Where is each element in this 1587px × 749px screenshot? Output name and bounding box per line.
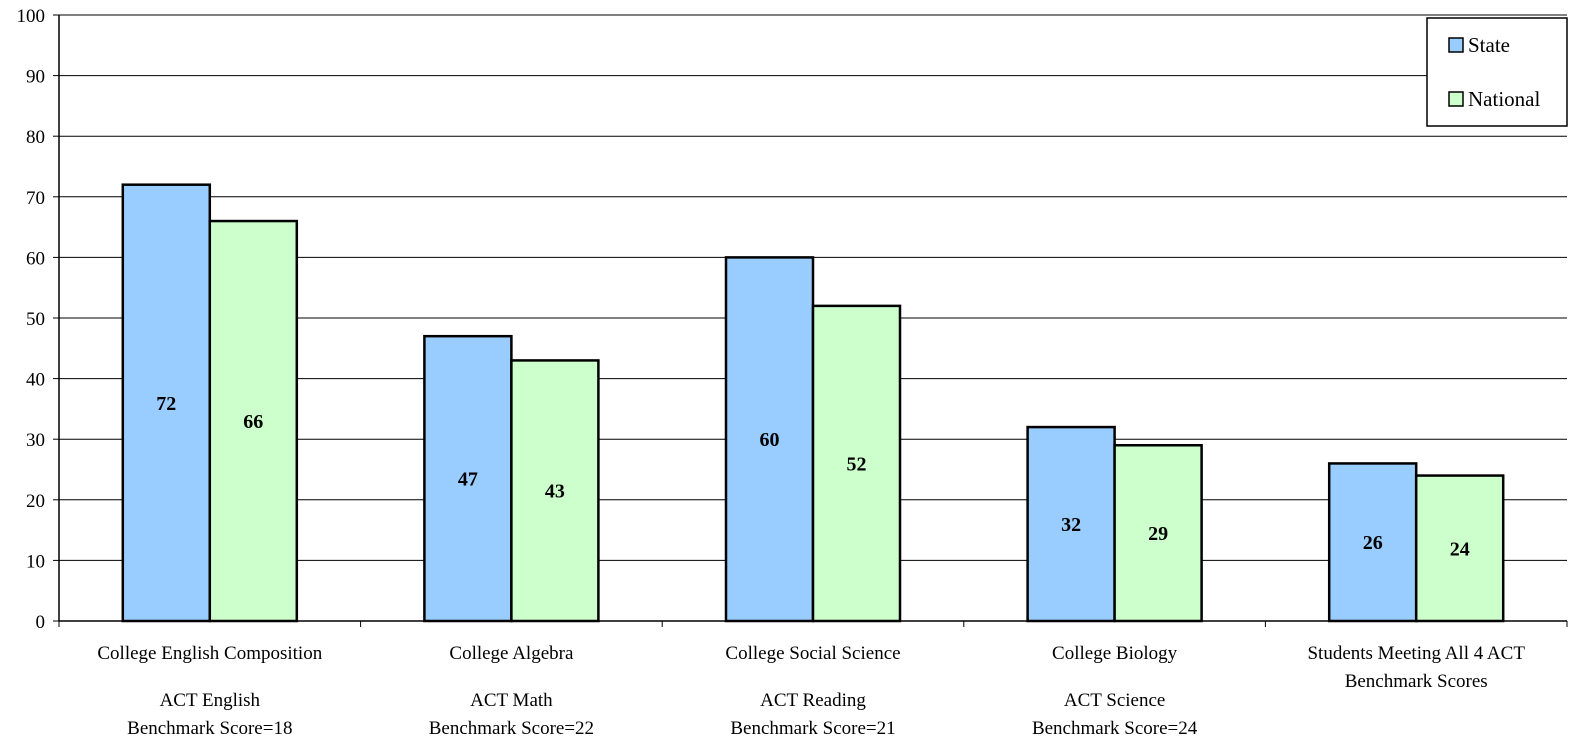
- category-label: College Biology: [1052, 643, 1178, 664]
- category-label: Benchmark Scores: [1345, 671, 1488, 692]
- category-label: College Social Science: [725, 643, 900, 664]
- category-labels: College English Composition ACT English Be…: [97, 643, 1525, 739]
- data-label: 60: [760, 429, 780, 451]
- data-label: 26: [1363, 532, 1383, 554]
- y-tick-label: 10: [26, 551, 45, 572]
- bar-national: [208, 219, 299, 623]
- bar-national: [510, 359, 600, 623]
- legend-label-state: State: [1468, 33, 1510, 57]
- bars: [121, 183, 1505, 623]
- y-tick-label: 50: [26, 309, 45, 330]
- y-tick-label: 20: [26, 491, 45, 512]
- category-label: Benchmark Score=21: [730, 718, 895, 739]
- data-label: 72: [156, 393, 176, 415]
- legend: State National: [1426, 17, 1568, 127]
- data-label: 52: [847, 453, 867, 475]
- category-label: ACT English: [160, 690, 261, 711]
- data-label: 47: [458, 469, 478, 491]
- bar-state: [423, 334, 513, 623]
- bar-state: [724, 256, 815, 623]
- category-label: College Algebra: [449, 643, 574, 664]
- data-label: 43: [545, 481, 565, 503]
- legend-label-national: National: [1468, 87, 1540, 111]
- legend-swatch-state: [1448, 37, 1464, 53]
- category-label: ACT Math: [470, 690, 553, 711]
- category-label: Benchmark Score=22: [429, 718, 594, 739]
- bar-national: [811, 304, 902, 623]
- category-label: College English Composition: [97, 643, 322, 664]
- data-label: 24: [1450, 538, 1470, 560]
- category-label: ACT Reading: [760, 690, 866, 711]
- category-label: ACT Science: [1064, 690, 1166, 711]
- category-label: Benchmark Score=24: [1032, 718, 1198, 739]
- y-tick-label: 100: [17, 6, 46, 27]
- y-tick-label: 0: [36, 612, 46, 633]
- data-label: 66: [243, 411, 263, 433]
- category-label: Benchmark Score=18: [127, 718, 292, 739]
- category-label: Students Meeting All 4 ACT: [1307, 643, 1525, 664]
- data-label: 32: [1061, 514, 1081, 536]
- data-label: 29: [1148, 523, 1168, 545]
- bar-national: [1414, 474, 1505, 623]
- y-tick-label: 30: [26, 430, 45, 451]
- y-tick-label: 70: [26, 188, 45, 209]
- legend-swatch-national: [1448, 91, 1464, 107]
- y-tick-label: 60: [26, 248, 45, 269]
- y-tick-label: 80: [26, 127, 45, 148]
- y-tick-label: 90: [26, 67, 45, 88]
- data-labels: 72 66 47 43 60 52 32 29 26 24: [156, 393, 1469, 560]
- y-tick-label: 40: [26, 370, 45, 391]
- bar-state: [1026, 425, 1116, 623]
- legend-box: [1426, 17, 1568, 127]
- bar-national: [1113, 444, 1203, 623]
